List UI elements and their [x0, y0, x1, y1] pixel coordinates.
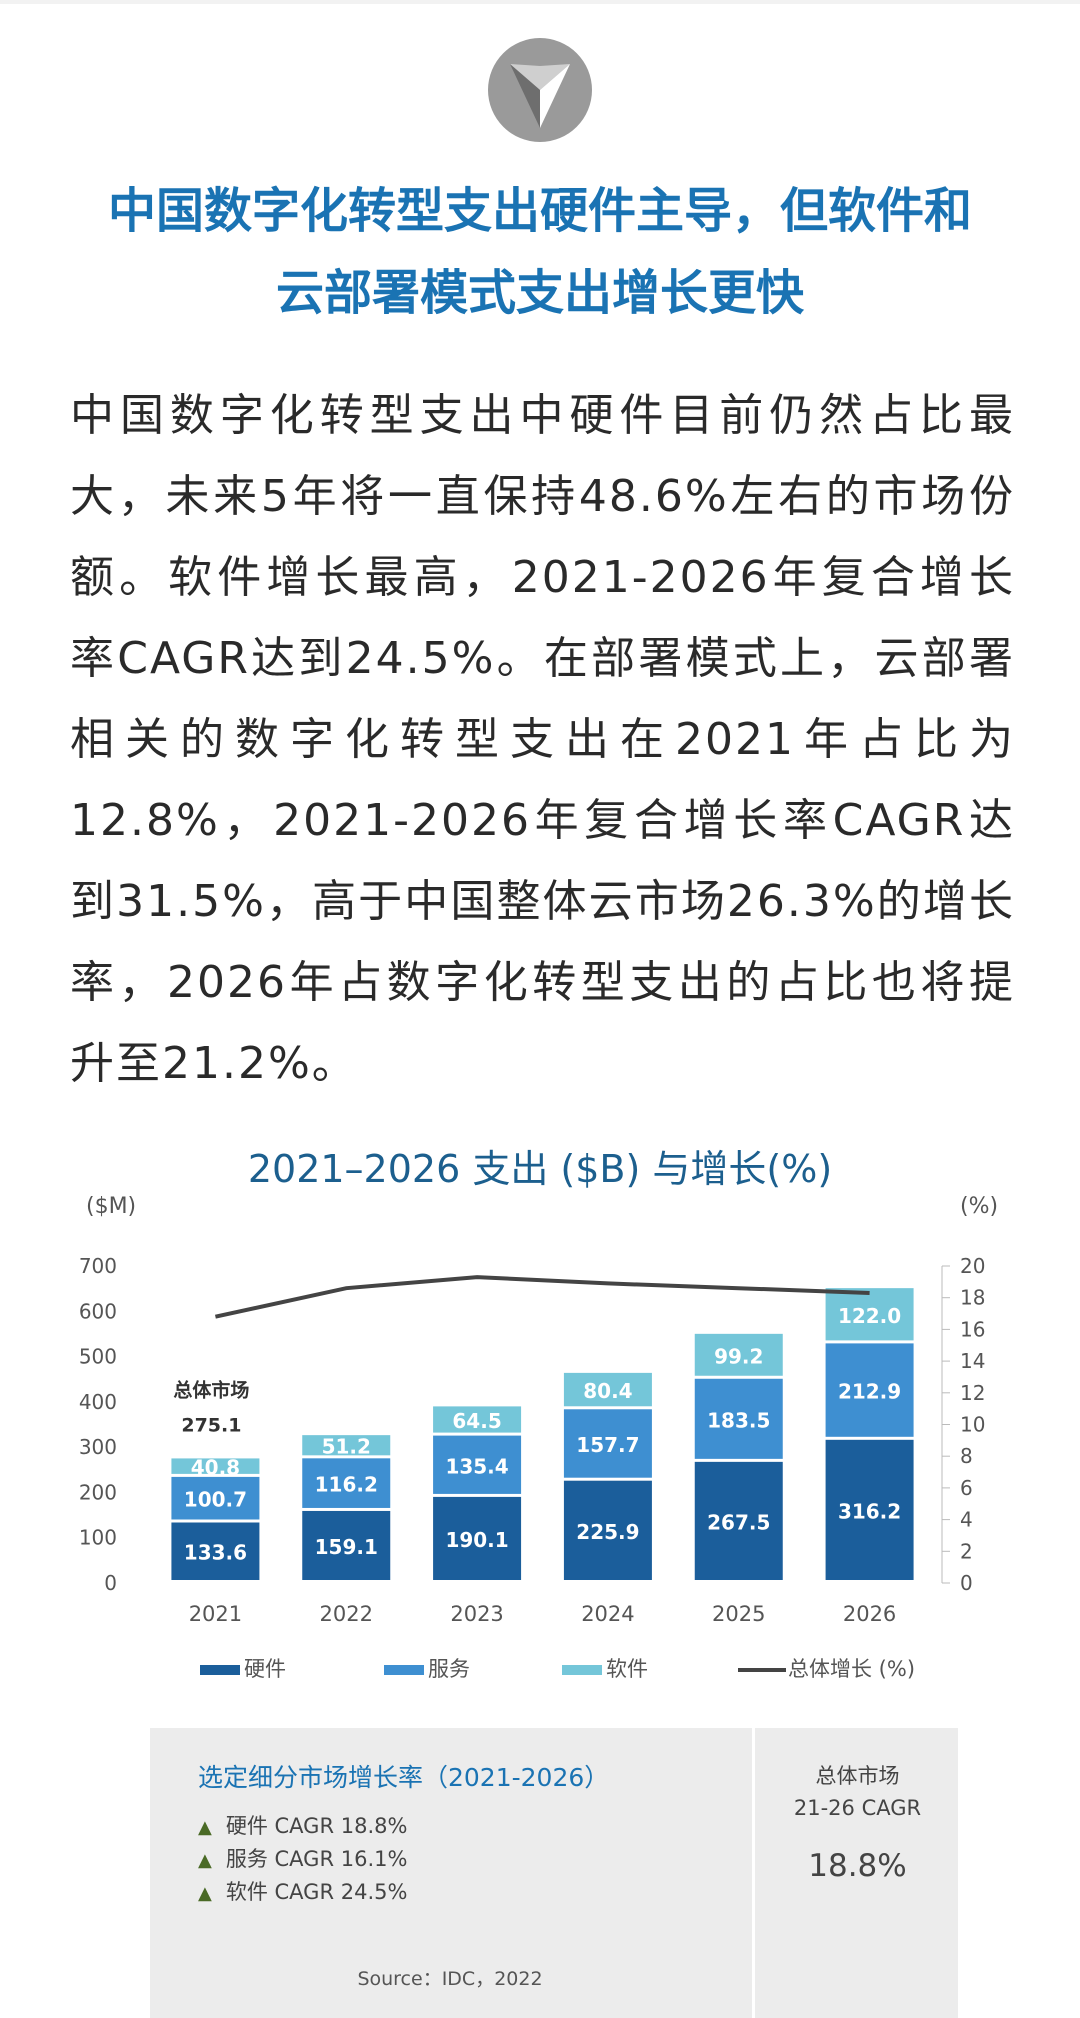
y-tick-label: 100 [79, 1526, 117, 1550]
bar-data-label: 116.2 [315, 1473, 378, 1497]
total-market-cagr: 18.8% [808, 1848, 907, 1884]
bar-data-label: 80.4 [583, 1379, 632, 1403]
triangle-up-icon: ▲ [198, 1850, 212, 1871]
y2-tick-label: 14 [960, 1349, 985, 1373]
cagr-item-software: ▲ 软件 CAGR 24.5% [198, 1880, 408, 1904]
bar-data-label: 99.2 [714, 1344, 763, 1368]
total-market-label: 总体市场 21-26 CAGR [793, 1764, 922, 1820]
title-line-2: 云部署模式支出增长更快 [275, 265, 804, 321]
bar-data-label: 122.0 [838, 1304, 901, 1328]
y2-tick-label: 2 [960, 1539, 973, 1563]
legend-swatch [562, 1665, 602, 1675]
bar-data-label: 100.7 [184, 1488, 247, 1512]
y-tick-label: 0 [104, 1571, 117, 1595]
bar-segment [694, 1461, 783, 1580]
source-note: Source：IDC，2022 [357, 1968, 543, 1990]
legend-label: 软件 [606, 1657, 648, 1681]
y2-tick-label: 6 [960, 1476, 973, 1500]
title-line-1: 中国数字化转型支出硬件主导，但软件和 [107, 183, 972, 239]
x-tick-label: 2026 [843, 1602, 896, 1626]
y-tick-label: 600 [79, 1299, 117, 1323]
bar-segment [563, 1372, 652, 1407]
bar-segment [694, 1378, 783, 1459]
y2-tick-label: 10 [960, 1413, 985, 1437]
y2-tick-label: 4 [960, 1508, 973, 1532]
y-axis-label-right: (%) [960, 1194, 998, 1219]
bar-segment [433, 1435, 522, 1494]
x-tick-label: 2024 [581, 1602, 634, 1626]
y2-tick-label: 16 [960, 1317, 985, 1341]
bar-data-label: 159.1 [315, 1535, 378, 1559]
bar-data-label: 64.5 [452, 1409, 501, 1433]
y-tick-label: 700 [79, 1254, 117, 1278]
bar-data-label: 51.2 [322, 1435, 371, 1459]
bar-segment [302, 1510, 391, 1580]
bar-segment [694, 1333, 783, 1376]
summary-panel [150, 1728, 958, 2018]
bar-data-label: 212.9 [838, 1380, 901, 1404]
y2-tick-label: 12 [960, 1381, 985, 1405]
brand-logo-icon [488, 38, 592, 142]
cagr-item-services: ▲ 服务 CAGR 16.1% [198, 1847, 408, 1871]
legend-label: 服务 [428, 1657, 470, 1681]
bar-segment [563, 1409, 652, 1478]
bar-data-label: 190.1 [445, 1528, 508, 1552]
x-tick-label: 2021 [189, 1602, 242, 1626]
total-market-annotation-label: 总体市场 [173, 1378, 249, 1401]
legend-swatch [200, 1665, 240, 1675]
summary-title: 选定细分市场增长率（2021-2026） [198, 1763, 610, 1792]
bar-data-label: 183.5 [707, 1408, 770, 1432]
triangle-up-icon: ▲ [198, 1817, 212, 1838]
growth-line [214, 1275, 870, 1319]
top-divider [0, 0, 1080, 4]
chart-title: 2021–2026 支出 ($B) 与增长(%) [247, 1147, 833, 1191]
stacked-bar-chart: ($M) (%) 0 100 200 300 400 500 600 700 0 2 4 6 8 10 12… [79, 1194, 998, 1681]
y-tick-label: 500 [79, 1345, 117, 1369]
bar-segment [302, 1435, 391, 1456]
bar-data-label: 40.8 [191, 1456, 240, 1480]
y2-tick-label: 0 [960, 1571, 973, 1595]
y2-tick-label: 8 [960, 1444, 973, 1468]
bar-data-label: 267.5 [707, 1510, 770, 1534]
bar-segment [563, 1480, 652, 1580]
bar-data-label: 133.6 [184, 1541, 247, 1565]
bar-data-label: 135.4 [445, 1454, 508, 1478]
bar-segment [433, 1406, 522, 1433]
x-tick-label: 2022 [320, 1602, 373, 1626]
y2-tick-label: 18 [960, 1286, 985, 1310]
y-tick-label: 300 [79, 1435, 117, 1459]
article-title: 中国数字化转型支出硬件主导，但软件和 云部署模式支出增长更快 [40, 170, 1040, 334]
legend-swatch [384, 1665, 424, 1675]
y2-tick-label: 20 [960, 1254, 985, 1278]
legend-label: 总体增长 (%) [788, 1657, 915, 1681]
summary-divider [752, 1728, 755, 2018]
article-paragraph: 中国数字化转型支出中硬件目前仍然占比最大，未来5年将一直保持48.6%左右的市场… [70, 390, 1015, 1089]
bar-segment [433, 1496, 522, 1580]
bar-data-label: 225.9 [576, 1520, 639, 1544]
bar-segment [171, 1522, 260, 1580]
cagr-item-hardware: ▲ 硬件 CAGR 18.8% [198, 1814, 408, 1838]
bar-segment [171, 1458, 260, 1474]
y-tick-label: 400 [79, 1390, 117, 1414]
bar-data-label: 157.7 [576, 1433, 639, 1457]
triangle-up-icon: ▲ [198, 1883, 212, 1904]
x-tick-label: 2025 [712, 1602, 765, 1626]
bar-data-label: 316.2 [838, 1499, 901, 1523]
total-market-annotation-value: 275.1 [181, 1414, 241, 1436]
bar-segment [825, 1343, 914, 1437]
bar-segment [302, 1458, 391, 1508]
y-axis-label-left: ($M) [86, 1194, 136, 1219]
x-tick-label: 2023 [450, 1602, 503, 1626]
bar-segment [171, 1476, 260, 1520]
bar-segment [825, 1288, 914, 1341]
legend-label: 硬件 [244, 1657, 286, 1681]
bar-segment [825, 1439, 914, 1580]
y-tick-label: 200 [79, 1480, 117, 1504]
